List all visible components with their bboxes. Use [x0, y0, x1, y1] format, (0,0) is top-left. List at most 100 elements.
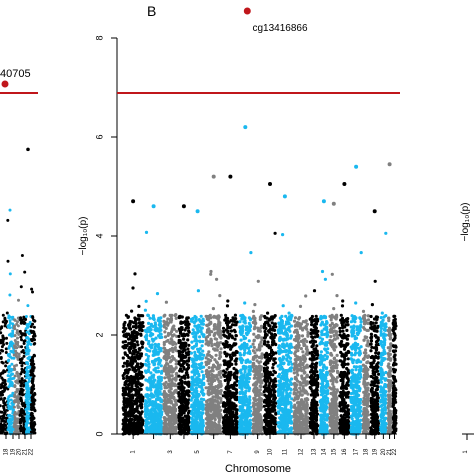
data-point	[27, 356, 31, 360]
data-point	[132, 321, 136, 325]
data-point	[0, 419, 4, 423]
data-point	[240, 429, 244, 433]
data-point	[21, 418, 25, 422]
data-point	[189, 357, 194, 361]
data-point	[19, 285, 23, 289]
data-point	[155, 418, 160, 422]
data-point	[146, 394, 150, 399]
data-point	[217, 416, 221, 420]
data-point	[27, 348, 31, 352]
data-point	[177, 374, 181, 378]
data-point	[264, 361, 268, 365]
data-point	[138, 328, 142, 332]
data-point	[191, 328, 195, 332]
data-point	[15, 329, 19, 332]
data-point	[2, 389, 6, 393]
data-point	[273, 370, 277, 375]
data-point	[221, 326, 226, 330]
data-point	[238, 326, 242, 330]
data-point	[241, 366, 245, 370]
data-point	[262, 342, 266, 346]
data-point	[152, 349, 156, 353]
data-point	[172, 357, 176, 361]
data-point	[20, 377, 24, 381]
top-hit-label: cg13416866	[252, 23, 307, 34]
data-point	[23, 317, 27, 320]
data-point	[170, 313, 174, 317]
data-point	[252, 429, 256, 433]
data-point	[214, 360, 219, 364]
data-point	[20, 387, 23, 391]
data-point	[131, 361, 135, 365]
data-point	[164, 428, 168, 433]
data-point	[30, 419, 33, 423]
data-point	[197, 410, 201, 414]
data-point	[248, 413, 252, 417]
data-point	[31, 404, 35, 408]
data-point	[259, 380, 263, 384]
data-point	[25, 429, 29, 433]
data-point	[223, 345, 227, 349]
data-point	[139, 314, 143, 318]
data-point	[218, 294, 222, 298]
data-point	[232, 366, 236, 371]
data-point	[134, 392, 138, 396]
data-point	[10, 418, 14, 422]
data-point	[187, 330, 191, 334]
data-point	[0, 425, 4, 429]
data-point	[149, 322, 153, 326]
data-point	[122, 396, 126, 400]
data-point	[20, 392, 24, 396]
data-point	[7, 354, 11, 358]
data-point	[24, 394, 28, 398]
data-point	[175, 329, 179, 333]
data-point	[139, 406, 143, 410]
data-point	[140, 345, 144, 349]
data-point	[254, 409, 259, 413]
data-point	[138, 373, 143, 377]
data-point	[32, 334, 36, 338]
data-point	[260, 356, 264, 360]
data-point	[244, 376, 248, 380]
data-point	[138, 365, 142, 369]
data-point	[143, 308, 147, 312]
data-point	[219, 336, 223, 340]
data-point	[205, 328, 210, 332]
data-point	[153, 425, 157, 429]
data-point	[191, 414, 195, 418]
data-point	[235, 408, 239, 412]
data-point	[1, 320, 5, 324]
data-point	[21, 427, 25, 431]
data-point	[253, 325, 257, 329]
data-point	[208, 313, 212, 317]
left-x-ticks: 18 19 20 21 22	[4, 434, 35, 455]
data-point	[17, 298, 20, 302]
data-point	[243, 301, 247, 305]
data-point	[29, 325, 33, 329]
data-point	[20, 254, 24, 257]
data-point	[217, 315, 221, 319]
data-point	[229, 329, 234, 333]
data-point	[144, 410, 148, 414]
data-point	[271, 352, 275, 356]
data-point	[168, 377, 172, 381]
y-tick-label: 2	[94, 332, 104, 337]
data-point	[266, 321, 270, 325]
data-point	[191, 408, 195, 412]
data-point	[264, 368, 268, 373]
data-point	[171, 413, 175, 417]
data-point	[222, 404, 227, 408]
data-point	[178, 409, 182, 413]
data-point	[130, 424, 134, 428]
data-point	[194, 370, 198, 374]
data-point	[1, 336, 5, 339]
data-point	[137, 304, 141, 308]
data-point	[13, 431, 16, 435]
data-point	[229, 334, 234, 338]
data-point	[225, 416, 229, 420]
data-point	[265, 354, 269, 358]
data-point	[25, 365, 29, 369]
data-point	[8, 413, 12, 417]
data-point	[211, 376, 215, 381]
